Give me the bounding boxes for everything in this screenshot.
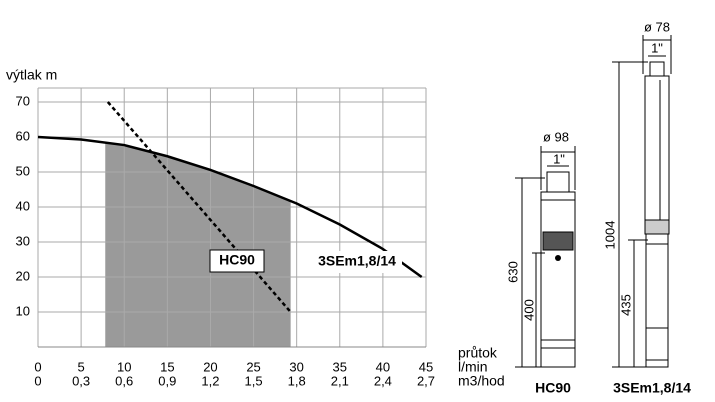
3sem-label: 3SEm1,8/14 — [613, 380, 691, 396]
x-tick-label: 10 — [117, 359, 131, 374]
shaded-area — [105, 142, 291, 347]
y-tick-label: 40 — [16, 198, 30, 213]
x2-tick-label: 1,8 — [288, 373, 306, 388]
y-tick-label: 60 — [16, 128, 30, 143]
y-tick-label: 10 — [16, 303, 30, 318]
x2-tick-label: 0 — [34, 373, 41, 388]
x2-tick-label: 0,3 — [72, 373, 90, 388]
hc90-label: HC90 — [535, 380, 571, 396]
y-tick-label: 30 — [16, 233, 30, 248]
x-axis-label: průtok — [458, 345, 498, 361]
series-label: 3SEm1,8/14 — [318, 253, 396, 269]
3sem-drawing — [612, 35, 672, 368]
y-tick-label: 70 — [16, 93, 30, 108]
3sem-height: 1004 — [602, 221, 617, 250]
label-box — [209, 249, 265, 273]
series-line — [37, 135, 423, 279]
hc90-thread: 1" — [553, 151, 565, 166]
x2-tick-label: 2,4 — [374, 373, 392, 388]
3sem-height: 435 — [618, 294, 633, 316]
x-tick-label: 5 — [77, 359, 84, 374]
x-tick-label: 15 — [160, 359, 174, 374]
x-axis-label: l/min — [458, 359, 488, 375]
x-tick-label: 0 — [34, 359, 41, 374]
hc90-drawing — [515, 146, 576, 368]
x2-tick-label: 0,6 — [115, 373, 133, 388]
3sem-diameter: ø 78 — [644, 19, 670, 34]
y-tick-label: 20 — [16, 268, 30, 283]
hc90-height: 630 — [505, 261, 520, 283]
hc90-height: 400 — [521, 299, 536, 321]
series-label: HC90 — [219, 252, 255, 268]
series-line — [106, 101, 292, 313]
x-axis-label: m3/hod — [458, 373, 505, 389]
x-tick-label: 35 — [333, 359, 347, 374]
label-box — [312, 251, 402, 273]
x-tick-label: 30 — [289, 359, 303, 374]
x2-tick-label: 2,1 — [331, 373, 349, 388]
plot: 102030405060700050,3100,6150,9201,2251,5… — [6, 67, 505, 389]
x2-tick-label: 1,5 — [245, 373, 263, 388]
x2-tick-label: 1,2 — [201, 373, 219, 388]
x2-tick-label: 0,9 — [158, 373, 176, 388]
hc90-diameter: ø 98 — [543, 129, 569, 144]
y-tick-label: 50 — [16, 163, 30, 178]
x-tick-label: 25 — [246, 359, 260, 374]
x2-tick-label: 2,7 — [417, 373, 435, 388]
x-tick-label: 45 — [419, 359, 433, 374]
x-tick-label: 20 — [203, 359, 217, 374]
y-axis-label: výtlak m — [6, 67, 57, 83]
3sem-thread: 1" — [651, 40, 663, 55]
x-tick-label: 40 — [376, 359, 390, 374]
